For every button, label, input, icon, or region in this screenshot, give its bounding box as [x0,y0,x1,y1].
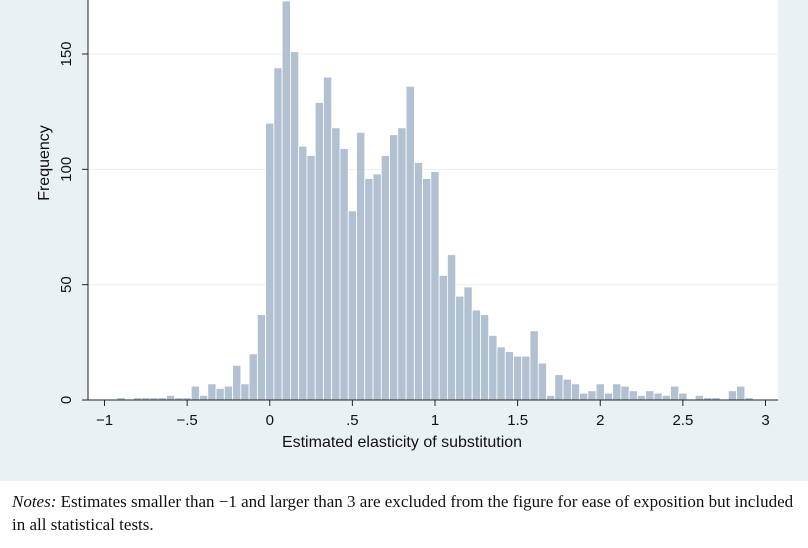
histogram-bar [190,385,200,401]
histogram-bar [628,390,638,401]
histogram-bar [356,132,366,401]
x-tick-label: 0 [266,412,274,429]
histogram-bar [620,385,630,401]
y-tick-label: 150 [58,41,75,66]
histogram-bar [595,383,605,401]
histogram-bar [380,155,390,401]
histogram-chart: −1 −.5 0 .5 1 1.5 2 2.5 3 0 50 100 150 Estimated ela… [36,0,778,451]
histogram-bar [290,51,300,401]
histogram-bar [455,295,465,401]
histogram-bar [694,394,704,401]
axes: −1 −.5 0 .5 1 1.5 2 2.5 3 0 50 100 150 [58,0,778,429]
histogram-bar [215,388,225,401]
notes-text: Estimates smaller than −1 and larger tha… [12,492,794,534]
x-tick-label: 2 [596,412,604,429]
x-axis-title: Estimated elasticity of substitution [282,434,522,451]
histogram-bar [637,394,647,401]
histogram-bar [405,85,415,401]
x-tick-label: .5 [346,412,359,429]
histogram-bar [612,383,622,401]
histogram-bar [232,364,242,401]
histogram-bar [603,392,614,401]
histogram-bar [413,162,424,401]
histogram-bar [554,374,564,401]
histogram-bar [546,394,556,401]
figure-notes: Notes: Estimates smaller than −1 and lar… [12,490,802,536]
histogram-bar [463,286,473,401]
histogram-bar [331,127,341,401]
histogram-bar [727,390,737,401]
x-tick-label: 3 [761,412,769,429]
histogram-bar [323,76,333,401]
histogram-bar [537,362,547,401]
y-axis-title: Frequency [36,125,53,201]
histogram-bar [199,394,209,401]
histogram-bar [513,355,523,401]
histogram-bar [678,392,688,401]
x-tick-label: −.5 [176,412,197,429]
histogram-bar [471,309,481,401]
histogram-bar [496,346,506,401]
histogram-bar [397,127,407,401]
histogram-bar [480,314,490,401]
histogram-bar [446,254,457,401]
histogram-bar [579,392,589,401]
histogram-bar [166,394,176,401]
histogram-bar [223,385,233,401]
histogram-bar [587,390,597,401]
x-tick-label: 2.5 [672,412,693,429]
notes-label: Notes: [12,492,57,511]
histogram-bar [488,335,498,401]
histogram-bar [645,390,655,401]
histogram-bar [653,392,663,401]
histogram-bar [438,275,448,401]
histogram-bar [314,102,324,401]
x-tick-label: 1 [431,412,439,429]
histogram-bar [281,0,291,401]
histogram-bar [389,134,399,401]
histogram-bar [256,314,267,401]
histogram-bar [298,145,308,401]
histogram-bar [670,385,680,401]
y-tick-label: 100 [58,157,75,182]
histogram-bar [248,353,258,401]
histogram-bar [562,378,572,401]
histogram-bar [207,383,217,401]
histogram-bar [521,355,531,401]
histogram-bar [265,122,275,401]
histogram-bar [306,155,316,401]
histogram-bar [364,178,374,401]
histogram-bar [422,178,432,401]
histogram-bar [504,351,514,401]
histogram-bar [372,173,382,401]
bars [116,0,754,401]
histogram-bar [430,171,440,401]
histogram-bar [529,330,539,401]
histogram-bar [273,67,283,401]
y-tick-label: 0 [58,396,75,404]
histogram-bar [347,210,357,401]
histogram-bar [661,394,671,401]
x-tick-label: 1.5 [507,412,528,429]
x-tick-label: −1 [96,412,113,429]
chart-area: −1 −.5 0 .5 1 1.5 2 2.5 3 0 50 100 150 Estimated ela… [0,0,808,481]
histogram-bar [736,385,746,401]
histogram-bar [570,383,580,401]
y-tick-label: 50 [58,276,75,293]
histogram-bar [240,383,250,401]
histogram-bar [339,148,349,401]
